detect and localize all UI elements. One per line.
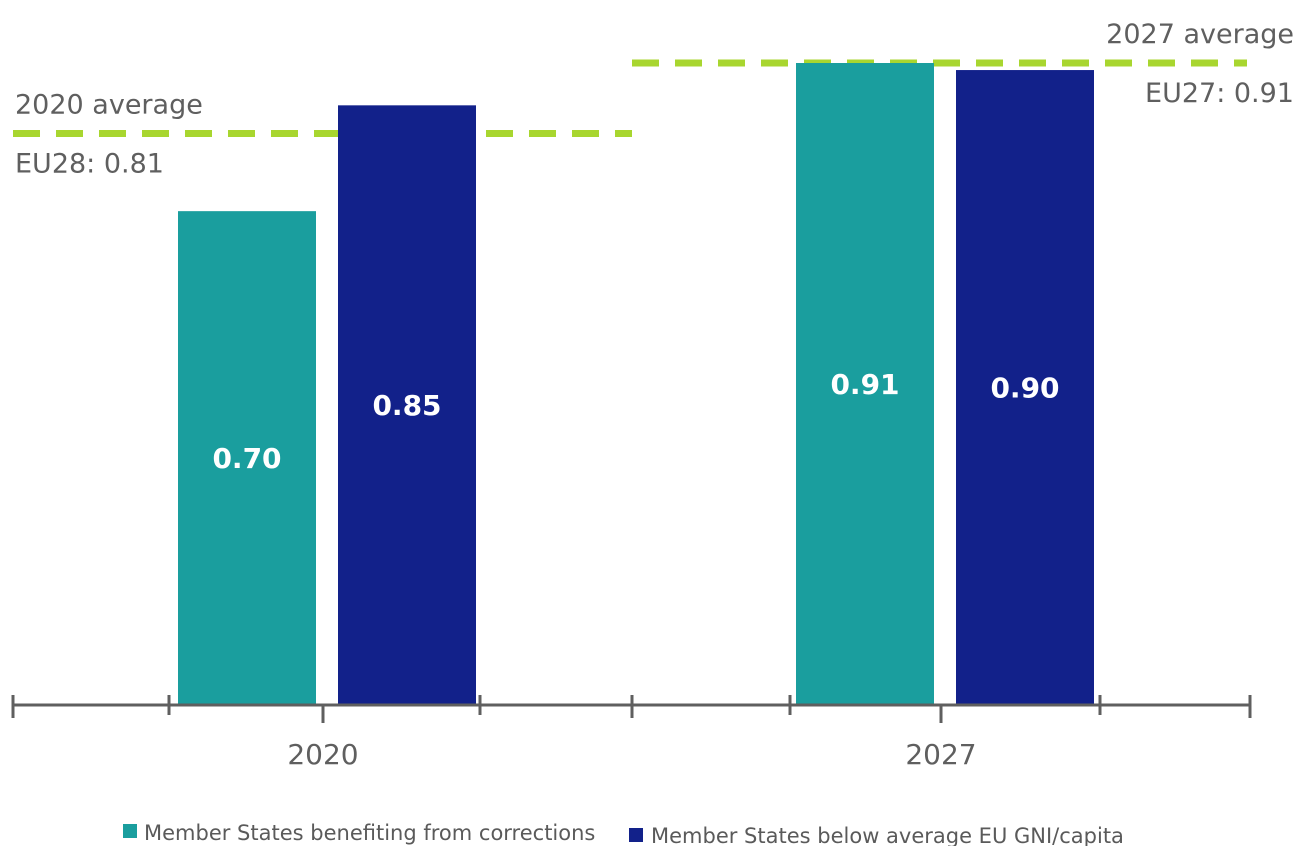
bar-2020-series-2 — [338, 105, 476, 706]
average-value-2020: EU28: 0.81 — [15, 149, 164, 180]
bar-2027-series-2 — [956, 70, 1094, 706]
bar-value-label: 0.85 — [372, 389, 441, 422]
x-tick-label: 2027 — [905, 738, 976, 771]
bar-value-label: 0.91 — [830, 368, 899, 401]
legend-swatch-2 — [629, 828, 643, 842]
bars: 0.70 0.91 0.85 0.90 — [178, 63, 1094, 706]
average-lines: 2020 average EU28: 0.81 2027 average EU27: … — [13, 19, 1294, 180]
bar-2027-series-1 — [796, 63, 934, 705]
average-title-2027: 2027 average — [1106, 19, 1294, 50]
legend: Member States benefiting from correction… — [123, 821, 1124, 846]
bar-2020-series-1 — [178, 211, 316, 705]
bar-value-label: 0.70 — [212, 442, 281, 475]
bar-value-label: 0.90 — [990, 372, 1059, 405]
legend-label-1: Member States benefiting from correction… — [144, 821, 595, 845]
legend-label-2: Member States below average EU GNI/capit… — [651, 824, 1124, 846]
average-value-2027: EU27: 0.91 — [1145, 78, 1294, 109]
legend-swatch-1 — [123, 824, 137, 838]
average-title-2020: 2020 average — [15, 90, 203, 121]
x-tick-label: 2020 — [287, 738, 358, 771]
x-axis: 2020 2027 — [11, 695, 1252, 771]
